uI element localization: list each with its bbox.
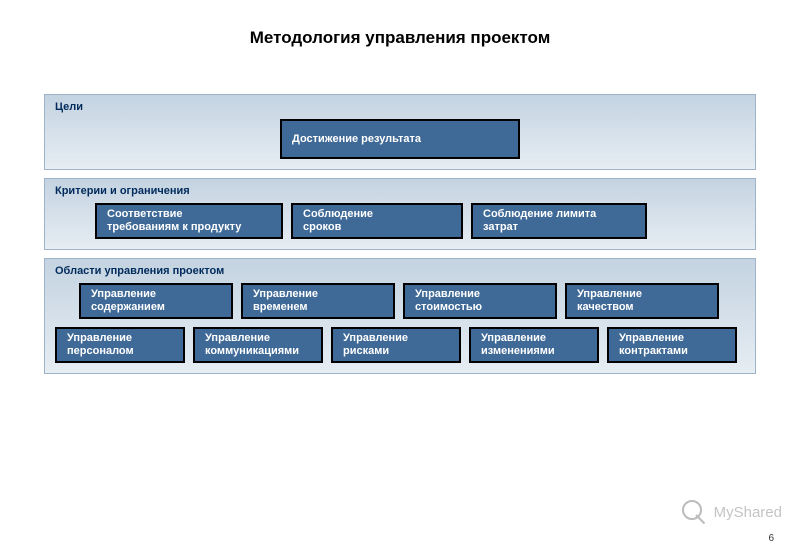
- section-label: Области управления проектом: [55, 265, 745, 277]
- diagram-box: Управление коммуникациями: [193, 327, 323, 363]
- diagram-box: Управление временем: [241, 283, 395, 319]
- diagram-box-label: Управление коммуникациями: [205, 332, 299, 357]
- diagram-box-label: Соблюдение сроков: [303, 208, 373, 233]
- diagram-box: Управление персоналом: [55, 327, 185, 363]
- watermark: MyShared: [680, 498, 782, 526]
- diagram-box: Управление контрактами: [607, 327, 737, 363]
- diagram-box: Управление качеством: [565, 283, 719, 319]
- section-areas: Области управления проектом Управление со…: [44, 258, 756, 374]
- diagram-box-label: Управление временем: [253, 288, 318, 313]
- diagram-box: Достижение результата: [280, 119, 520, 159]
- diagram-box-label: Управление изменениями: [481, 332, 555, 357]
- diagram-box-label: Управление содержанием: [91, 288, 165, 313]
- diagram-box-label: Достижение результата: [292, 133, 421, 146]
- box-row: Достижение результата: [55, 119, 745, 159]
- diagram-box-label: Управление контрактами: [619, 332, 688, 357]
- diagram-box-label: Соответствие требованиям к продукту: [107, 208, 241, 233]
- diagram-box: Соответствие требованиям к продукту: [95, 203, 283, 239]
- section-criteria: Критерии и ограничения Соответствие требо…: [44, 178, 756, 250]
- diagram-box-label: Управление стоимостью: [415, 288, 482, 313]
- page-title: Методология управления проектом: [44, 28, 756, 48]
- box-row: Соответствие требованиям к продукту Соблю…: [55, 203, 745, 239]
- diagram-box-label: Управление рисками: [343, 332, 408, 357]
- diagram-box-label: Соблюдение лимита затрат: [483, 208, 596, 233]
- diagram-box: Управление содержанием: [79, 283, 233, 319]
- diagram-box: Соблюдение сроков: [291, 203, 463, 239]
- box-row: Управление содержанием Управление времене…: [55, 283, 745, 327]
- section-label: Цели: [55, 101, 745, 113]
- diagram-box-label: Управление качеством: [577, 288, 642, 313]
- section-goals: Цели Достижение результата: [44, 94, 756, 170]
- page-number: 6: [768, 533, 774, 544]
- diagram-box: Управление стоимостью: [403, 283, 557, 319]
- search-icon: [680, 498, 708, 526]
- slide-page: Методология управления проектом Цели Дост…: [0, 0, 800, 554]
- watermark-text: MyShared: [714, 504, 782, 521]
- diagram-box: Управление рисками: [331, 327, 461, 363]
- sections-container: Цели Достижение результата Критерии и огра…: [44, 94, 756, 374]
- diagram-box-label: Управление персоналом: [67, 332, 134, 357]
- section-label: Критерии и ограничения: [55, 185, 745, 197]
- diagram-box: Управление изменениями: [469, 327, 599, 363]
- diagram-box: Соблюдение лимита затрат: [471, 203, 647, 239]
- box-row: Управление персоналом Управление коммуник…: [55, 327, 745, 363]
